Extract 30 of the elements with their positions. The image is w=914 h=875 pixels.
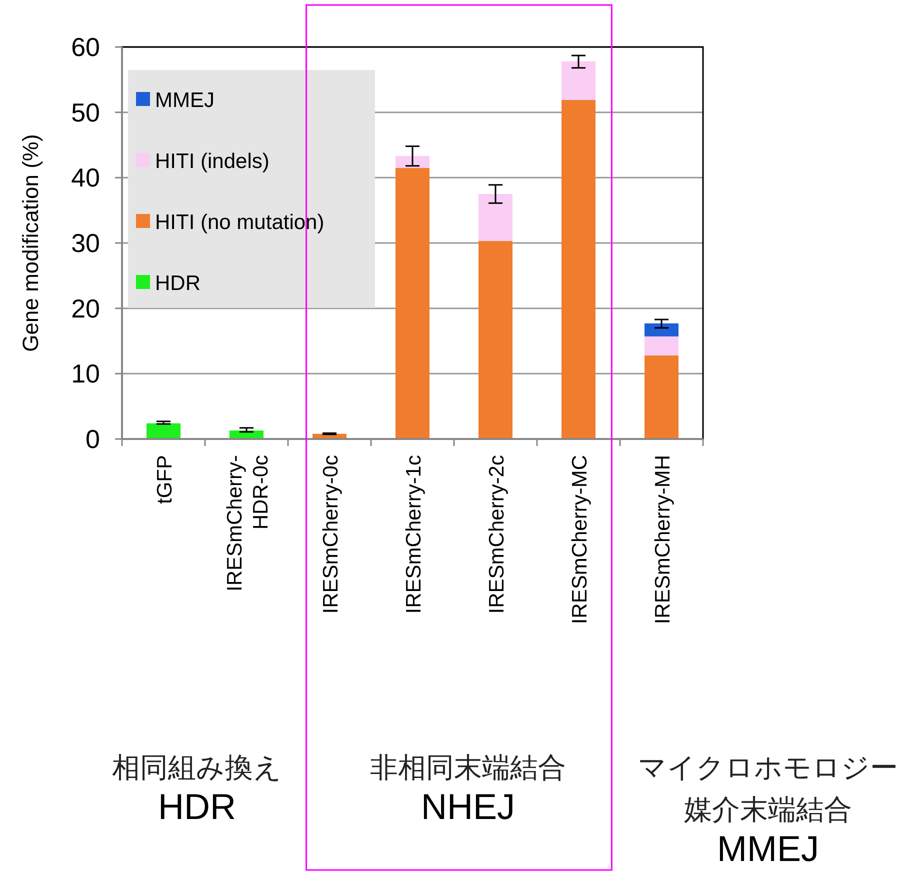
bar <box>562 61 596 100</box>
legend-label: HDR <box>155 272 200 295</box>
x-tick-label: tGFP <box>154 455 176 504</box>
bar <box>644 323 678 336</box>
y-tick-label: 30 <box>71 228 100 258</box>
y-axis-title: Gene modification (%) <box>18 134 43 352</box>
x-tick-label: IRESmCherry-1c <box>402 455 426 614</box>
bar <box>644 336 678 356</box>
bar <box>396 168 430 439</box>
bar <box>644 355 678 439</box>
y-tick-label: 40 <box>71 162 100 193</box>
text: マイクロホモロジー媒介末端結合 MMEJ <box>638 752 898 869</box>
bar <box>562 100 596 439</box>
x-tick-label: IRESmCherry-2c <box>486 455 508 614</box>
y-tick-label: 20 <box>71 293 100 324</box>
text: 相同組み換え HDR <box>112 752 282 827</box>
bar <box>396 156 430 168</box>
x-tick-label: IRESmCherry-MC <box>568 455 592 624</box>
text: 非相同末端結合 NHEJ <box>370 752 566 827</box>
y-tick-label: 50 <box>71 97 100 128</box>
y-tick-label: 60 <box>71 32 100 62</box>
x-tick-label: IRESmCherry-0c <box>320 455 342 614</box>
bar <box>478 194 512 242</box>
x-tick-label: IRESmCherry-MH <box>652 455 674 624</box>
legend-label: HITI (indels) <box>155 150 270 173</box>
y-tick-label: 10 <box>71 358 100 389</box>
y-tick-label: 0 <box>86 424 100 454</box>
legend-label: MMEJ <box>155 89 214 112</box>
bar <box>478 241 512 439</box>
bar <box>146 423 180 439</box>
